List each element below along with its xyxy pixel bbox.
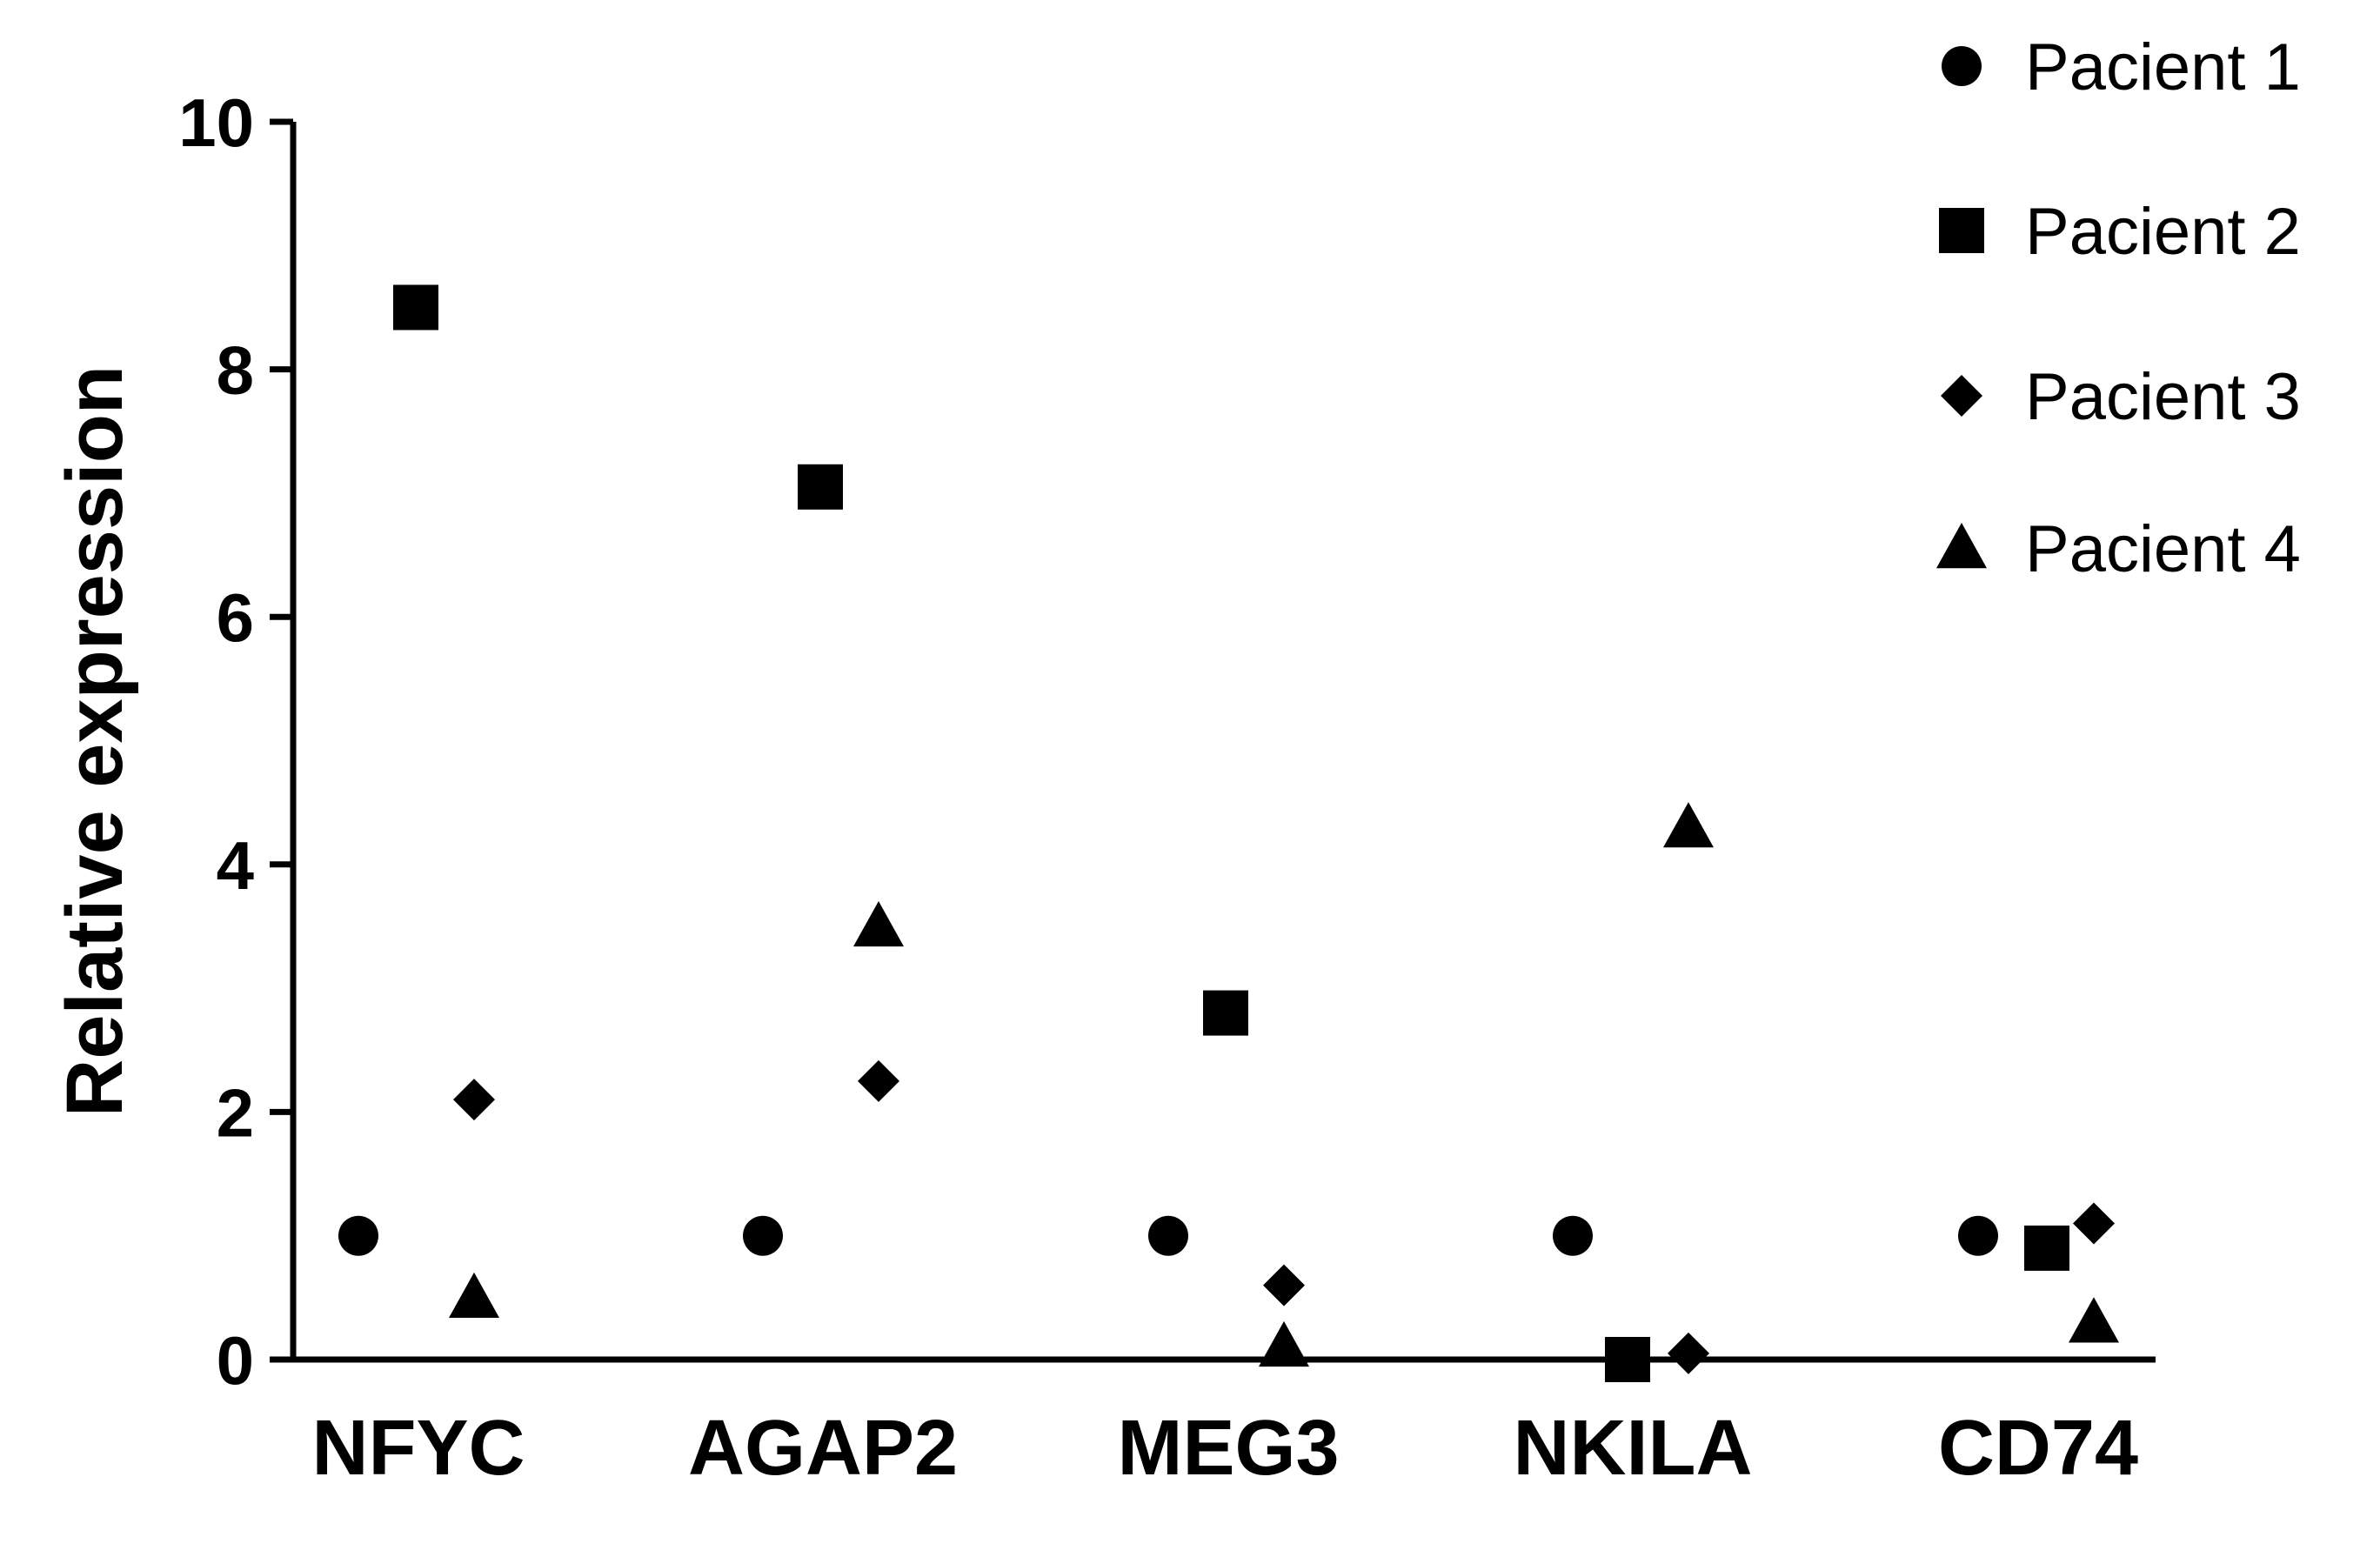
- y-tick-label: 0: [217, 1322, 254, 1399]
- data-point-square: [1203, 990, 1248, 1036]
- y-tick-label: 2: [217, 1074, 254, 1151]
- y-axis-label: Relative expression: [50, 365, 139, 1117]
- data-point-circle: [1958, 1215, 1998, 1256]
- data-markers: [338, 284, 2119, 1382]
- x-ticks: NFYC AGAP2 MEG3 NKILA CD74: [312, 1405, 2139, 1492]
- x-tick-label: CD74: [1938, 1405, 2138, 1492]
- legend-triangle-icon: [1936, 523, 1987, 569]
- data-point-triangle: [853, 900, 904, 947]
- data-point-triangle: [2069, 1297, 2119, 1343]
- y-tick-label: 6: [217, 579, 254, 656]
- data-point-diamond: [1263, 1264, 1305, 1306]
- x-tick-label: MEG3: [1117, 1405, 1339, 1492]
- legend: Pacient 1 Pacient 2 Pacient 3 Pacient 4: [1936, 30, 2301, 586]
- legend-label: Pacient 2: [2025, 195, 2301, 269]
- axes: [290, 122, 2156, 1363]
- y-ticks: 0 2 4 6 8 10: [178, 84, 293, 1399]
- data-point-triangle: [1259, 1320, 1309, 1367]
- legend-square-icon: [1939, 208, 1984, 253]
- data-point-square: [798, 464, 843, 510]
- data-point-circle: [743, 1215, 783, 1256]
- y-tick-label: 4: [217, 827, 254, 904]
- data-point-circle: [1553, 1215, 1593, 1256]
- data-point-circle: [1148, 1215, 1188, 1256]
- data-point-square: [393, 284, 438, 331]
- data-point-circle: [338, 1215, 378, 1256]
- data-point-triangle: [449, 1272, 499, 1319]
- legend-label: Pacient 4: [2025, 512, 2301, 586]
- y-tick-label: 8: [217, 332, 254, 409]
- data-point-diamond: [1668, 1332, 1709, 1374]
- legend-label: Pacient 3: [2025, 360, 2301, 434]
- x-tick-label: AGAP2: [688, 1405, 958, 1492]
- data-point-diamond: [2073, 1202, 2115, 1245]
- legend-circle-icon: [1942, 46, 1982, 86]
- data-point-diamond: [858, 1059, 899, 1102]
- data-point-diamond: [453, 1079, 495, 1121]
- data-point-square: [1605, 1337, 1650, 1382]
- legend-label: Pacient 1: [2025, 30, 2301, 104]
- legend-diamond-icon: [1941, 375, 1982, 417]
- x-tick-label: NFYC: [312, 1405, 525, 1492]
- data-point-square: [2024, 1225, 2069, 1271]
- data-point-triangle: [1663, 802, 1714, 848]
- x-tick-label: NKILA: [1514, 1405, 1753, 1492]
- y-tick-label: 10: [178, 84, 254, 161]
